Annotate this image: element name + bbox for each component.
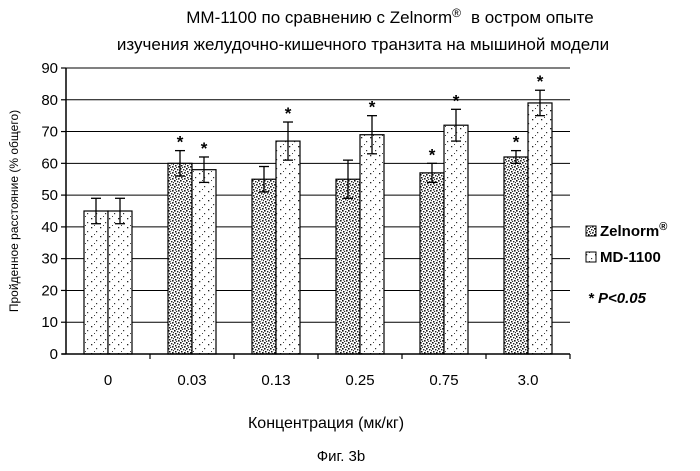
x-tick-labels: 0 0.03 0.13 0.25 0.75 3.0 xyxy=(104,354,570,389)
significance-marker: * xyxy=(285,104,292,123)
chart-title-line2: изучения желудочно-кишечного транзита на… xyxy=(117,35,609,54)
y-tick-label: 60 xyxy=(41,155,58,172)
bar-zelnorm xyxy=(336,179,360,354)
x-tick-label: 3.0 xyxy=(518,372,539,389)
significance-marker: * xyxy=(513,133,520,152)
bar-md1100 xyxy=(528,103,552,354)
grid-lines xyxy=(66,68,570,322)
significance-marker: * xyxy=(177,133,184,152)
bar-zelnorm xyxy=(168,163,192,354)
x-tick-label: 0.25 xyxy=(345,372,374,389)
legend-label-zelnorm-sup: ® xyxy=(659,221,667,233)
y-tick-label: 50 xyxy=(41,187,58,204)
chart: ММ-1100 по сравнению с Zelnorm® в остром … xyxy=(0,0,700,471)
axes xyxy=(62,68,570,354)
significance-marker: * xyxy=(537,72,544,91)
bar-md1100 xyxy=(276,141,300,354)
svg-text:Zelnorm®: Zelnorm® xyxy=(600,221,667,240)
bar-zelnorm xyxy=(420,173,444,354)
x-axis-label: Концентрация (мк/кг) xyxy=(248,415,404,432)
y-tick-label: 30 xyxy=(41,251,58,268)
x-tick-label: 0 xyxy=(104,372,112,389)
legend-swatch-md1100 xyxy=(586,252,596,262)
bar-md1100 xyxy=(360,135,384,354)
y-tick-label: 40 xyxy=(41,219,58,236)
x-tick-label: 0.03 xyxy=(177,372,206,389)
bar-zelnorm xyxy=(504,157,528,354)
y-tick-label: 70 xyxy=(41,124,58,141)
legend: Zelnorm® MD-1100 * P<0.05 xyxy=(586,221,667,307)
bar-zelnorm xyxy=(252,179,276,354)
significance-marker: * xyxy=(201,139,208,158)
legend-swatch-zelnorm xyxy=(586,226,596,236)
y-tick-label: 20 xyxy=(41,282,58,299)
y-tick-label: 0 xyxy=(50,346,58,363)
y-tick-labels: 0 10 20 30 40 50 60 70 80 90 xyxy=(41,60,66,363)
bar-md1100 xyxy=(108,211,132,354)
legend-label-md1100: MD-1100 xyxy=(600,249,661,266)
significance-marker: * xyxy=(369,98,376,117)
title-registered-mark: ® xyxy=(452,6,461,20)
bar-md1100 xyxy=(444,125,468,354)
bar-zelnorm xyxy=(84,211,108,354)
significance-note: * P<0.05 xyxy=(588,290,647,307)
x-tick-label: 0.13 xyxy=(261,372,290,389)
error-bars xyxy=(91,90,545,223)
bar-md1100 xyxy=(192,170,216,354)
legend-item-md1100: MD-1100 xyxy=(586,249,661,266)
y-tick-label: 10 xyxy=(41,314,58,331)
chart-title-line1: ММ-1100 по сравнению с Zelnorm® в остром … xyxy=(186,6,593,27)
significance-marker: * xyxy=(453,91,460,110)
figure-caption: Фиг. 3b xyxy=(317,448,365,465)
y-tick-label: 80 xyxy=(41,92,58,109)
y-axis-label: Пройденное расстояние (% общего) xyxy=(7,110,21,312)
legend-label-zelnorm: Zelnorm xyxy=(600,223,659,240)
y-tick-label: 90 xyxy=(41,60,58,77)
x-tick-label: 0.75 xyxy=(429,372,458,389)
significance-marker: * xyxy=(429,145,436,164)
bars xyxy=(84,103,552,354)
legend-item-zelnorm: Zelnorm® xyxy=(586,221,667,240)
